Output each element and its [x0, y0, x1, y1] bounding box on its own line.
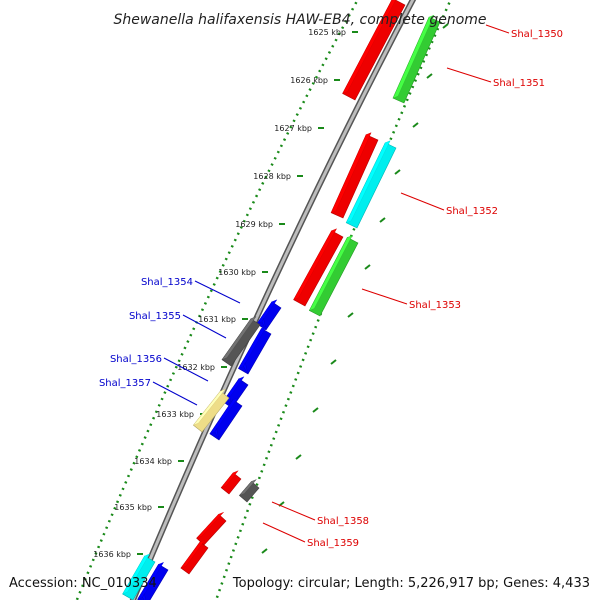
gene-label-leader [361, 288, 408, 305]
gene-shal-1358-bevel [220, 470, 239, 489]
outer-scale-line [214, 0, 452, 600]
gene-shal-1359b [180, 541, 209, 575]
gene-label: Shal_1356 [110, 354, 162, 365]
gene-label: Shal_1355 [129, 311, 181, 322]
scale-tick-mark [330, 359, 337, 365]
gene-shal-1358b-bevel [239, 479, 257, 496]
gene-label: Shal_1353 [409, 300, 461, 311]
gene-label: Shal_1351 [493, 78, 545, 89]
scale-tick-mark [347, 312, 354, 318]
gene-shal-1359-bevel [196, 512, 224, 539]
gene-shal-1355b-arrowhead [243, 362, 249, 375]
scale-tick-label: 1628 kbp [253, 172, 291, 181]
gene-offscreen-blue-arrowhead [142, 593, 147, 600]
topology-summary: Topology: circular; Length: 5,226,917 bp… [232, 576, 590, 591]
gene-shal-1353-bevel [293, 228, 338, 301]
backbone-highlight [131, 0, 415, 600]
gene-shal-1359 [196, 513, 227, 546]
gene-label: Shal_1358 [317, 516, 369, 527]
gene-label-leader [446, 67, 492, 83]
scale-tick-mark [312, 407, 319, 413]
gene-shal-1352b-bevel [345, 140, 391, 224]
scale-tick-label: 1636 kbp [93, 550, 131, 559]
gene-label: Shal_1357 [99, 378, 151, 389]
scale-tick-mark [364, 264, 371, 270]
scale-tick-label: 1627 kbp [274, 124, 312, 133]
genome-backbone [129, 0, 417, 600]
gene-label-leader [485, 24, 510, 34]
gene-label-leader [400, 192, 445, 211]
gene-label: Shal_1350 [511, 29, 563, 40]
scale-tick-label: 1633 kbp [156, 410, 194, 419]
gene-label-layer: Shal_1350 Shal_1351 Shal_1352 Shal_1353 Shal… [99, 24, 563, 549]
gene-label-leader [262, 522, 306, 543]
gene-shal-1350-bevel [342, 0, 396, 94]
gene-shal-1355-bevel [221, 316, 257, 361]
scale-tick-label: 1634 kbp [134, 457, 172, 466]
gene-label-leader [271, 501, 316, 521]
map-title: Shewanella halifaxensis HAW-EB4, complet… [113, 12, 486, 28]
gene-label-leader [163, 357, 209, 382]
scale-tick-mark [412, 122, 419, 128]
scale-tick-mark [379, 217, 386, 223]
scale-tick-label: 1625 kbp [308, 28, 346, 37]
scale-tick-label: 1631 kbp [198, 315, 236, 324]
scale-tick-mark [426, 73, 433, 79]
gene-label: Shal_1354 [141, 277, 193, 288]
scale-tick-label: 1630 kbp [218, 268, 256, 277]
scale-tick-label: 1626 kbp [290, 76, 328, 85]
gene-shal-1353b-bevel [308, 235, 353, 311]
scale-tick-mark [442, 23, 449, 29]
gene-shal-1357b-arrowhead [214, 427, 220, 441]
scale-tick-label: 1629 kbp [235, 220, 273, 229]
scale-tick-mark [295, 454, 302, 460]
gene-shal-1351-bevel [392, 14, 435, 99]
gene-label: Shal_1359 [307, 538, 359, 549]
gene-track [122, 0, 441, 600]
gene-label: Shal_1352 [446, 206, 498, 217]
gene-shal-1352-bevel [330, 132, 372, 214]
gene-offscreen-cyan-bevel [122, 553, 151, 595]
gene-label-leader [194, 280, 241, 304]
inner-scale-line [75, 0, 359, 600]
accession-text: Accession: NC_010334 [9, 576, 157, 591]
gene-shal-1359b-bevel [180, 539, 206, 569]
gene-label-leader [152, 381, 198, 406]
gene-shal-1357-bevel [192, 388, 227, 426]
scale-tick-mark [261, 548, 268, 554]
scale-tick-mark [394, 169, 401, 175]
gene-label-leader [182, 314, 227, 339]
scale-tick-label: 1635 kbp [114, 503, 152, 512]
scale-tick-label: 1632 kbp [177, 363, 215, 372]
